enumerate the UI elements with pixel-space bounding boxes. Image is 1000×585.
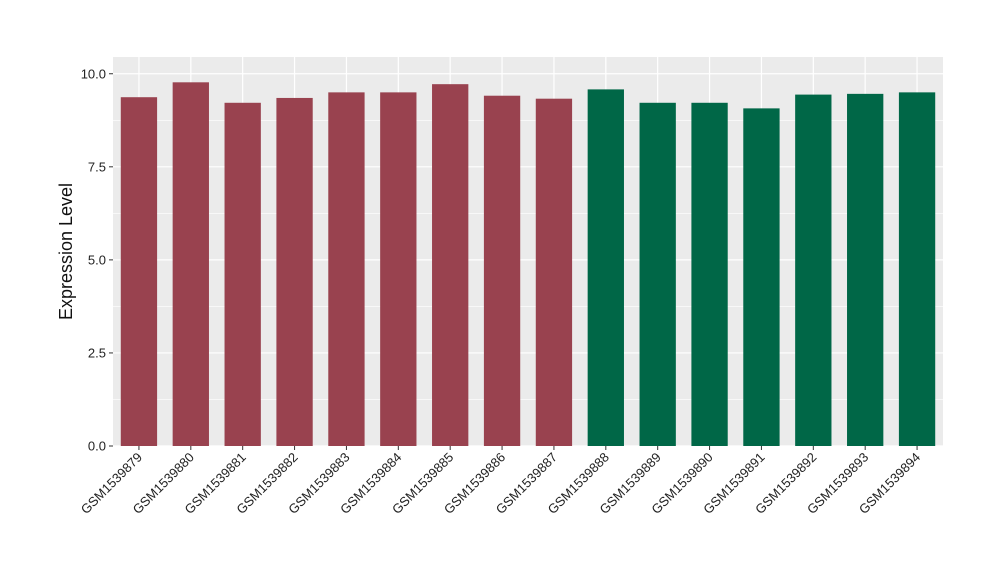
bar-GSM1539887 [535,98,573,446]
bar-GSM1539890 [691,102,728,446]
y-axis: 0.0 2.5 5.0 7.5 10.0 [81,66,113,454]
bar-GSM1539880 [172,82,209,446]
bar-GSM1539892 [795,94,832,446]
bar-GSM1539882 [276,97,313,447]
bar-GSM1539881 [224,102,261,446]
y-tick-label: 2.5 [88,345,106,360]
bar-GSM1539888 [587,89,624,446]
y-tick-label: 7.5 [88,159,106,174]
y-axis-title: Expression Level [56,183,76,320]
x-axis: GSM1539879GSM1539880GSM1539881GSM1539882… [78,446,923,517]
y-tick-label: 0.0 [88,439,106,454]
bar-GSM1539894 [898,92,936,446]
bar-GSM1539893 [847,93,884,446]
bar-GSM1539883 [328,92,365,446]
bar-GSM1539891 [743,108,780,447]
bar-GSM1539884 [380,92,417,446]
bar-GSM1539879 [120,97,158,446]
bars [120,82,936,447]
bar-GSM1539885 [432,84,469,446]
bar-GSM1539889 [639,102,676,446]
y-tick-label: 10.0 [81,66,106,81]
bar-GSM1539886 [483,95,521,447]
y-tick-label: 5.0 [88,252,106,267]
